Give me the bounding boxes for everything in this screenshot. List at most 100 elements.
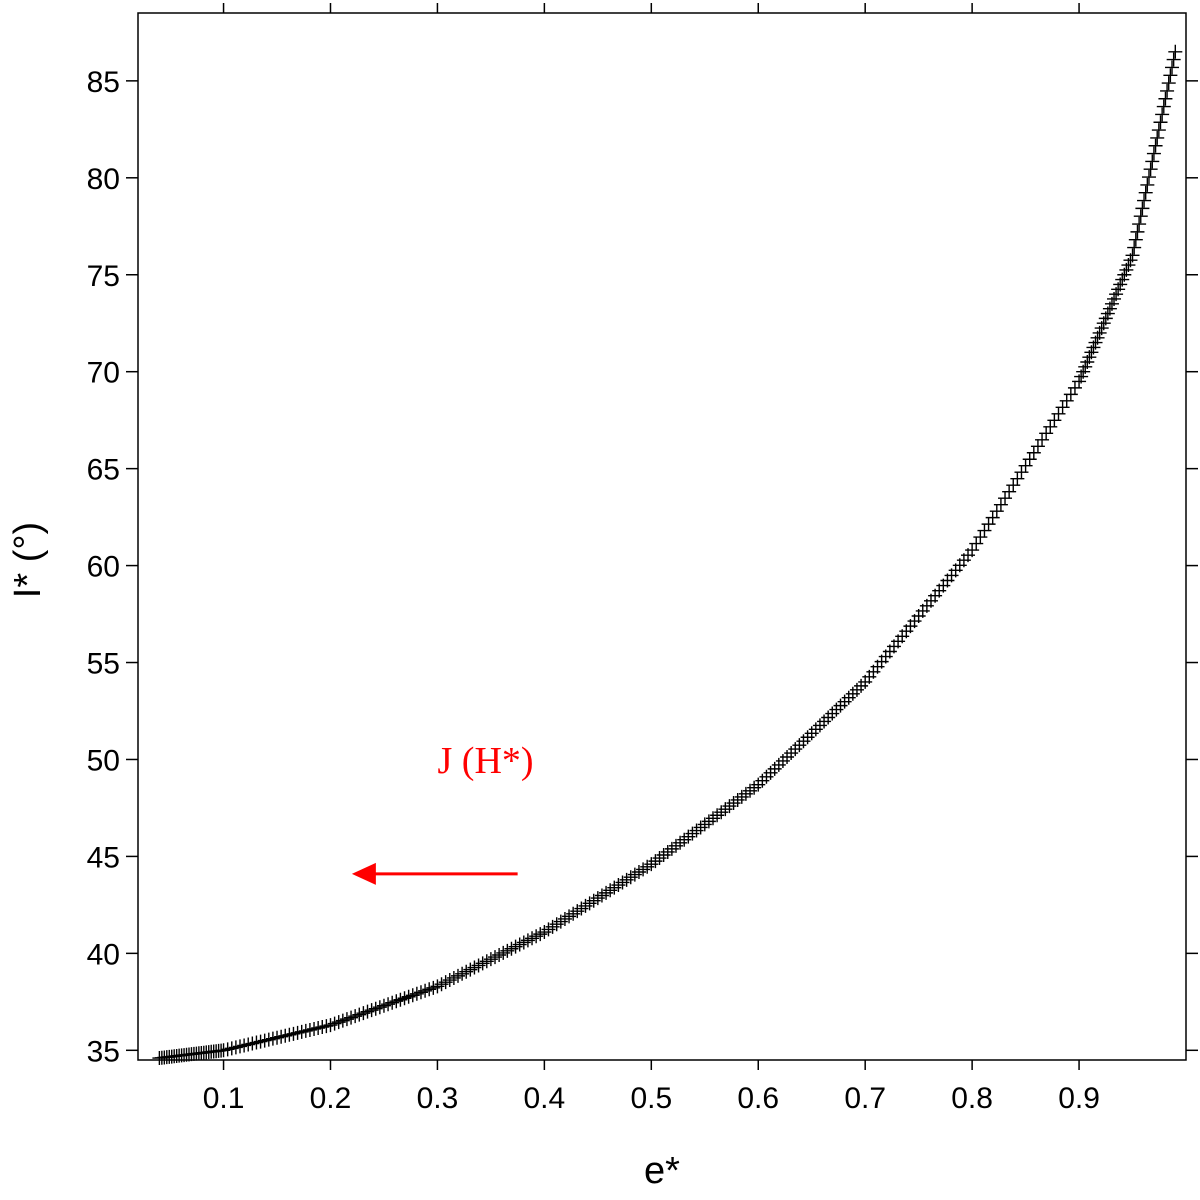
data-point — [693, 820, 708, 835]
y-tick-label: 70 — [87, 357, 120, 390]
data-point — [985, 510, 1000, 525]
data-point — [1035, 432, 1050, 447]
x-tick-label: 0.4 — [524, 1082, 566, 1115]
data-point — [1133, 209, 1148, 224]
x-tick-label: 0.2 — [310, 1082, 352, 1115]
data-point — [442, 973, 457, 988]
data-point — [998, 491, 1013, 506]
data-point — [257, 1033, 272, 1048]
data-point — [471, 958, 486, 973]
data-point — [685, 826, 700, 841]
data-point — [1153, 115, 1168, 130]
data-point — [413, 985, 428, 1000]
data-point — [808, 722, 823, 737]
data-point — [241, 1037, 256, 1052]
data-point — [1166, 52, 1181, 67]
data-point — [1059, 393, 1074, 408]
data-point — [1125, 248, 1140, 263]
data-point — [849, 682, 864, 697]
data-point — [1014, 465, 1029, 480]
data-point — [1161, 76, 1176, 91]
data-point — [401, 989, 416, 1004]
data-point — [780, 750, 795, 765]
data-point — [1150, 130, 1165, 145]
data-point — [459, 964, 474, 979]
data-point — [360, 1004, 375, 1019]
data-point — [409, 986, 424, 1001]
data-point — [738, 786, 753, 801]
data-point — [710, 808, 725, 823]
data-point — [261, 1032, 276, 1047]
data-point — [220, 1042, 235, 1057]
x-tick-label: 0.5 — [630, 1082, 672, 1115]
axis-ticks — [126, 3, 1198, 1070]
data-point — [339, 1012, 354, 1027]
data-point — [1039, 426, 1054, 441]
data-point — [668, 838, 683, 853]
data-point — [265, 1031, 280, 1046]
data-point — [825, 706, 840, 721]
data-point — [344, 1010, 359, 1025]
data-point — [302, 1022, 317, 1037]
data-point — [270, 1030, 285, 1045]
data-point — [1130, 224, 1145, 239]
data-point — [233, 1039, 248, 1054]
data-point — [804, 726, 819, 741]
data-point — [730, 792, 745, 807]
data-point — [434, 977, 449, 992]
x-tick-label: 0.9 — [1058, 1082, 1100, 1115]
y-tick-label: 80 — [87, 163, 120, 196]
data-point — [1010, 471, 1025, 486]
data-point — [529, 929, 544, 944]
data-point — [286, 1026, 301, 1041]
data-point — [311, 1021, 326, 1036]
data-point — [450, 968, 465, 983]
data-point — [718, 802, 733, 817]
data-point — [327, 1016, 342, 1031]
data-point — [812, 718, 827, 733]
data-point — [722, 799, 737, 814]
data-point — [1055, 400, 1070, 415]
data-point — [701, 814, 716, 829]
data-point — [249, 1035, 264, 1050]
data-point — [1006, 478, 1021, 493]
data-point — [1138, 185, 1153, 200]
data-point — [483, 952, 498, 967]
data-point — [817, 714, 832, 729]
data-point — [845, 686, 860, 701]
data-point — [664, 841, 679, 856]
data-point — [1047, 413, 1062, 428]
data-point — [352, 1007, 367, 1022]
data-point — [796, 734, 811, 749]
data-point — [397, 991, 412, 1006]
data-point — [1128, 232, 1143, 247]
data-point — [792, 738, 807, 753]
data-point — [463, 962, 478, 977]
data-point — [385, 995, 400, 1010]
data-point — [520, 933, 535, 948]
data-point — [245, 1036, 260, 1051]
data-point — [734, 789, 749, 804]
data-point — [525, 931, 540, 946]
data-point — [1022, 452, 1037, 467]
data-point — [697, 817, 712, 832]
data-point — [323, 1018, 338, 1033]
data-point — [372, 1000, 387, 1015]
data-point — [1043, 419, 1058, 434]
data-point — [681, 829, 696, 844]
data-point — [405, 988, 420, 1003]
data-point — [1151, 123, 1166, 138]
x-tick-label: 0.8 — [951, 1082, 993, 1115]
y-tick-labels: 35 40 45 50 55 60 65 70 75 80 85 — [87, 66, 120, 1068]
data-point — [821, 710, 836, 725]
data-point — [422, 982, 437, 997]
data-point — [381, 997, 396, 1012]
data-point — [368, 1001, 383, 1016]
data-point — [747, 780, 762, 795]
data-point — [475, 956, 490, 971]
data-point — [496, 945, 511, 960]
data-point — [1140, 177, 1155, 192]
data-point — [775, 753, 790, 768]
data-point — [1158, 91, 1173, 106]
data-point — [274, 1029, 289, 1044]
